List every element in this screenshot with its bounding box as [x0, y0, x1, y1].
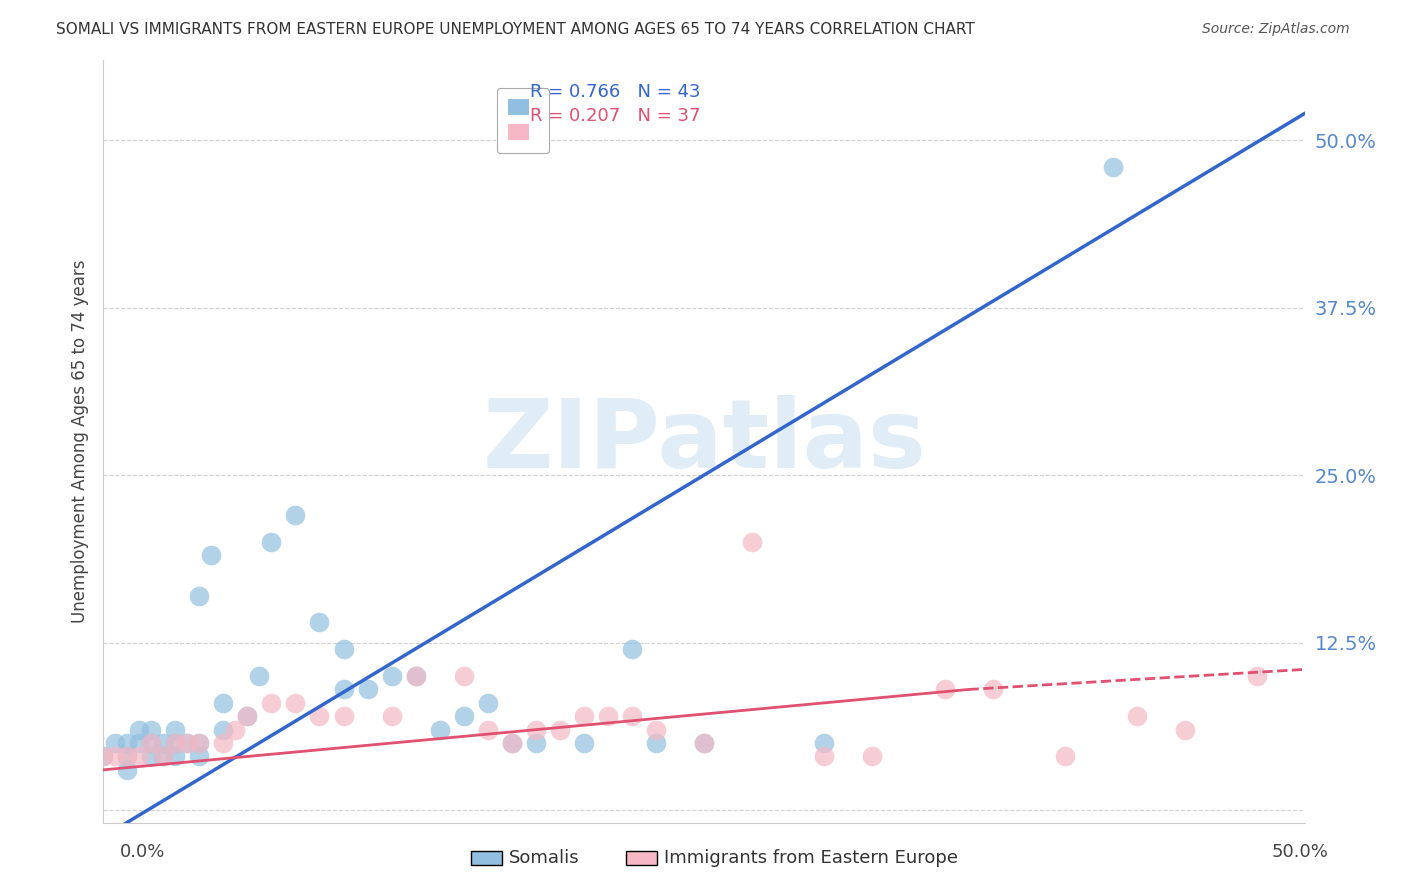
- Point: [405, 669, 427, 683]
- Point: [596, 709, 619, 723]
- Point: [152, 749, 174, 764]
- Point: [115, 763, 138, 777]
- Text: R = 0.207   N = 37: R = 0.207 N = 37: [530, 107, 700, 125]
- Point: [165, 723, 187, 737]
- Point: [188, 749, 211, 764]
- Text: 0.0%: 0.0%: [120, 843, 165, 861]
- Point: [115, 749, 138, 764]
- Point: [645, 723, 668, 737]
- Point: [453, 709, 475, 723]
- Point: [548, 723, 571, 737]
- Point: [165, 736, 187, 750]
- Text: R = 0.766   N = 43: R = 0.766 N = 43: [530, 83, 700, 101]
- Text: Source: ZipAtlas.com: Source: ZipAtlas.com: [1202, 22, 1350, 37]
- Point: [1174, 723, 1197, 737]
- Point: [693, 736, 716, 750]
- Point: [356, 682, 378, 697]
- Point: [236, 709, 259, 723]
- Point: [572, 709, 595, 723]
- Point: [200, 549, 222, 563]
- Point: [141, 736, 163, 750]
- Point: [381, 669, 404, 683]
- Point: [524, 723, 547, 737]
- Point: [332, 642, 354, 657]
- Point: [91, 749, 114, 764]
- Point: [284, 508, 307, 523]
- Point: [128, 736, 150, 750]
- Point: [308, 615, 330, 630]
- Point: [152, 749, 174, 764]
- Point: [501, 736, 523, 750]
- Point: [1126, 709, 1149, 723]
- Point: [332, 709, 354, 723]
- Point: [115, 736, 138, 750]
- Text: SOMALI VS IMMIGRANTS FROM EASTERN EUROPE UNEMPLOYMENT AMONG AGES 65 TO 74 YEARS : SOMALI VS IMMIGRANTS FROM EASTERN EUROPE…: [56, 22, 974, 37]
- Point: [284, 696, 307, 710]
- Point: [104, 736, 127, 750]
- Point: [115, 749, 138, 764]
- Point: [152, 736, 174, 750]
- Point: [188, 736, 211, 750]
- Point: [453, 669, 475, 683]
- Point: [477, 723, 499, 737]
- Point: [405, 669, 427, 683]
- Point: [813, 736, 835, 750]
- Point: [332, 682, 354, 697]
- Point: [224, 723, 246, 737]
- Point: [645, 736, 668, 750]
- Point: [260, 535, 283, 549]
- Text: Immigrants from Eastern Europe: Immigrants from Eastern Europe: [664, 849, 957, 867]
- Point: [524, 736, 547, 750]
- Point: [572, 736, 595, 750]
- Point: [104, 749, 127, 764]
- Point: [212, 723, 235, 737]
- Point: [176, 736, 198, 750]
- Point: [501, 736, 523, 750]
- Point: [813, 749, 835, 764]
- Text: Somalis: Somalis: [509, 849, 579, 867]
- Point: [429, 723, 451, 737]
- Point: [381, 709, 404, 723]
- Point: [260, 696, 283, 710]
- Point: [741, 535, 763, 549]
- Point: [236, 709, 259, 723]
- Point: [141, 749, 163, 764]
- Point: [308, 709, 330, 723]
- Point: [165, 749, 187, 764]
- Text: ZIPatlas: ZIPatlas: [482, 395, 927, 488]
- Point: [91, 749, 114, 764]
- Point: [141, 736, 163, 750]
- Point: [477, 696, 499, 710]
- Point: [1246, 669, 1268, 683]
- Point: [1101, 160, 1123, 174]
- Point: [165, 736, 187, 750]
- Point: [620, 642, 643, 657]
- Point: [212, 696, 235, 710]
- Point: [934, 682, 956, 697]
- Point: [188, 589, 211, 603]
- Point: [620, 709, 643, 723]
- Point: [247, 669, 270, 683]
- Point: [693, 736, 716, 750]
- Point: [176, 736, 198, 750]
- Point: [1053, 749, 1076, 764]
- Y-axis label: Unemployment Among Ages 65 to 74 years: Unemployment Among Ages 65 to 74 years: [72, 260, 89, 624]
- Text: 50.0%: 50.0%: [1272, 843, 1329, 861]
- Point: [128, 723, 150, 737]
- Point: [212, 736, 235, 750]
- Point: [860, 749, 883, 764]
- Legend: , : ,: [496, 87, 550, 153]
- Point: [188, 736, 211, 750]
- Point: [141, 723, 163, 737]
- Point: [128, 749, 150, 764]
- Point: [981, 682, 1004, 697]
